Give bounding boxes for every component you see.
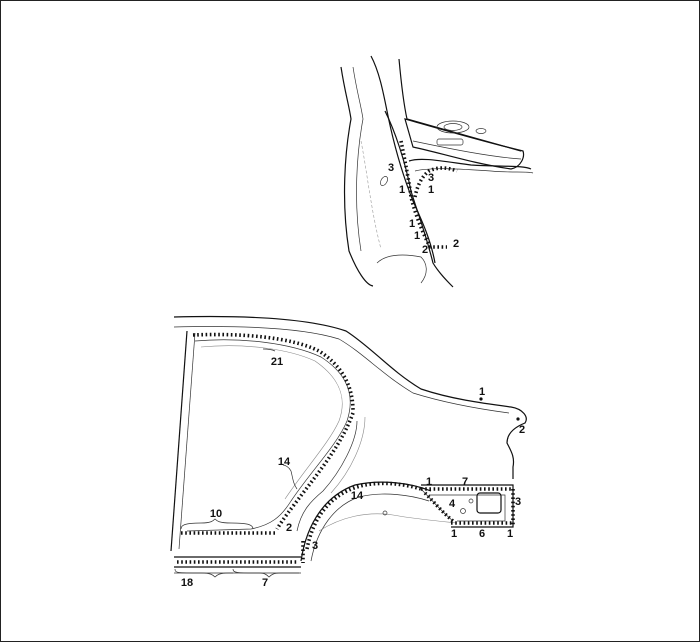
upper-weld-pillar — [399, 140, 431, 246]
upper-speaker-hole-inner — [443, 123, 463, 131]
upper-callout-2-right: 2 — [453, 238, 459, 250]
wheel-arch-inner — [310, 493, 430, 562]
upper-pillar-edge — [370, 55, 436, 264]
upper-curve-line — [360, 140, 382, 250]
lower-callout-1-rear-top: 1 — [426, 476, 432, 488]
lower-callout-2-sill: 2 — [286, 522, 292, 534]
lower-callout-6: 6 — [479, 528, 485, 540]
lower-callout-3-rear: 3 — [515, 496, 521, 508]
rear-small-hole-2 — [468, 498, 474, 504]
rear-diagonal — [420, 488, 454, 522]
lower-callout-10: 10 — [210, 508, 222, 520]
upper-speaker-hole — [436, 120, 470, 134]
lower-callout-1-bottom-right: 1 — [507, 528, 513, 540]
upper-callout-1-mid: 1 — [409, 218, 415, 230]
window-frame — [186, 339, 351, 532]
upper-pillar-outer — [340, 66, 374, 287]
bracket-18 — [174, 568, 233, 578]
bracket-7 — [232, 568, 299, 578]
upper-package-tray — [404, 118, 525, 170]
upper-callout-1-right: 1 — [428, 184, 434, 196]
lower-callout-14-pillar: 14 — [278, 456, 291, 468]
lower-callout-7-rear: 7 — [462, 476, 468, 488]
upper-oval-mark — [380, 176, 388, 186]
upper-quarter-panel — [384, 110, 454, 288]
lower-callout-2-rear: 2 — [519, 424, 525, 436]
upper-callout-1-left: 1 — [399, 184, 405, 196]
lower-callout-18: 18 — [181, 577, 193, 589]
upper-roof-rail — [398, 58, 522, 152]
window-opening-outer — [170, 330, 188, 552]
door-seam — [296, 420, 358, 532]
weld-point-top — [479, 397, 483, 401]
upper-pillar-inner — [352, 66, 364, 252]
quarter-panel-inner-edge — [173, 326, 510, 414]
bracket-14 — [282, 464, 298, 490]
weld-pillar-14 — [275, 412, 355, 530]
upper-lower-bulge — [376, 254, 427, 284]
upper-weld-opening — [413, 166, 458, 198]
rear-small-hole-1 — [460, 508, 466, 514]
rear-square-hole — [476, 492, 502, 514]
upper-callout-3-left: 3 — [388, 162, 394, 174]
upper-callout-2-left: 2 — [422, 244, 428, 256]
bracket-10 — [180, 518, 254, 530]
window-frame-inner — [200, 345, 343, 500]
upper-package-tray-line — [412, 140, 522, 160]
lower-callout-1-top: 1 — [479, 386, 485, 398]
upper-callout-3-right: 3 — [428, 172, 434, 184]
window-opening-inner — [178, 332, 196, 550]
upper-slot — [436, 138, 464, 146]
upper-callout-1-low: 1 — [414, 230, 420, 242]
wheel-arch-lip — [318, 513, 458, 532]
weld-roof-21 — [192, 332, 355, 412]
wheel-arch-hole — [382, 510, 388, 516]
lower-callout-3-arch: 3 — [312, 540, 318, 552]
wheel-arch — [300, 481, 432, 562]
quarter-panel-outline — [173, 315, 527, 479]
lower-callout-14-arch: 14 — [351, 490, 364, 502]
door-seam-2 — [330, 416, 366, 494]
lower-view — [170, 315, 527, 578]
lower-callout-4: 4 — [449, 498, 456, 510]
lower-callout-21: 21 — [271, 356, 283, 368]
rear-lower-inner — [429, 494, 506, 522]
bracket-21 — [262, 348, 276, 352]
lower-callout-7-rocker: 7 — [262, 577, 268, 589]
weld-arch-14 — [305, 481, 422, 550]
upper-view — [340, 55, 534, 288]
upper-trunk-opening — [408, 158, 532, 170]
upper-small-hole — [475, 128, 487, 134]
lower-callout-1-bottom-left: 1 — [451, 528, 457, 540]
upper-trunk-opening-inner — [414, 168, 534, 174]
weld-point-rear — [516, 417, 520, 421]
